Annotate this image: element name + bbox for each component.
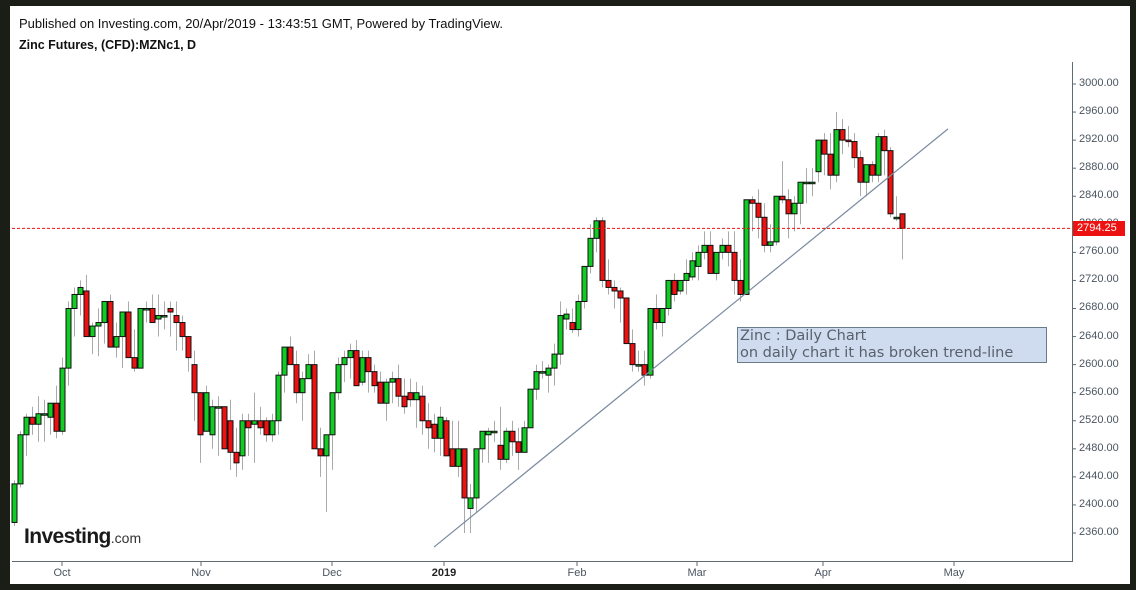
symbol-title: Zinc Futures, (CFD):MZNc1, D	[19, 38, 197, 52]
published-line: Published on Investing.com, 20/Apr/2019 …	[19, 16, 503, 31]
last-price-label: 2794.25	[1073, 221, 1125, 236]
y-tick-label: 2520.00	[1079, 413, 1119, 426]
y-tick-label: 2560.00	[1079, 385, 1119, 398]
y-tick-label: 2920.00	[1079, 133, 1119, 146]
y-tick-label: 2640.00	[1079, 329, 1119, 342]
x-tick-label: 2019	[431, 567, 457, 579]
annotation-text: on daily chart it has broken trend-line	[740, 345, 1014, 361]
logo-text: Investing	[24, 525, 111, 548]
chart-panel	[10, 6, 1130, 584]
y-tick-label: 2960.00	[1079, 105, 1119, 118]
x-tick-label: Apr	[814, 567, 832, 579]
y-tick-label: 2760.00	[1079, 245, 1119, 258]
y-tick-label: 2840.00	[1079, 189, 1119, 202]
y-tick-label: 2680.00	[1079, 301, 1119, 314]
x-tick-label: Oct	[53, 567, 71, 579]
annotation-title: Zinc : Daily Chart	[740, 328, 867, 344]
y-tick-label: 2400.00	[1079, 497, 1119, 510]
y-tick-label: 2600.00	[1079, 357, 1119, 370]
chart-frame	[12, 62, 1076, 566]
investing-logo: Investing.com	[24, 525, 141, 549]
x-tick-label: Mar	[687, 567, 707, 579]
y-tick-label: 2440.00	[1079, 469, 1119, 482]
y-tick-label: 2480.00	[1079, 441, 1119, 454]
x-tick-label: Nov	[191, 567, 211, 579]
x-tick-label: May	[943, 567, 965, 579]
annotation-box[interactable]: Zinc : Daily Chart on daily chart it has…	[737, 327, 1047, 363]
logo-suffix: .com	[110, 530, 142, 546]
x-tick-label: Feb	[567, 567, 587, 579]
x-tick-label: Dec	[322, 567, 342, 579]
candles	[11, 112, 906, 533]
y-tick-label: 2880.00	[1079, 161, 1119, 174]
y-tick-label: 2360.00	[1079, 525, 1119, 538]
y-tick-label: 3000.00	[1079, 77, 1119, 89]
y-tick-label: 2720.00	[1079, 273, 1119, 286]
overlay-lines	[12, 128, 1072, 548]
